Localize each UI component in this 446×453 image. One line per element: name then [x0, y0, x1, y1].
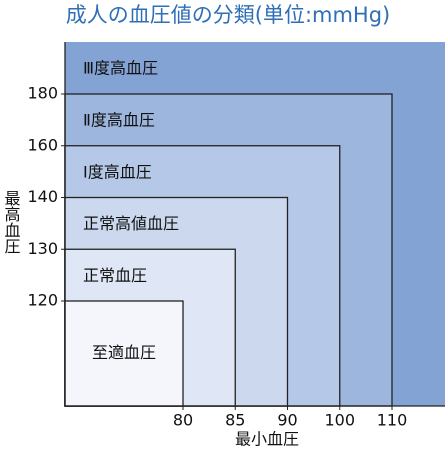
y-tick-label: 120 [27, 291, 58, 310]
region-label: Ⅲ度高血圧 [83, 59, 158, 78]
x-tick-label: 90 [277, 411, 297, 430]
region-label: Ⅰ度高血圧 [83, 162, 152, 181]
x-tick-label: 80 [173, 411, 193, 430]
y-tick-label: 130 [27, 239, 58, 258]
x-tick-label: 100 [324, 411, 355, 430]
region-label: 正常血圧 [83, 266, 147, 285]
x-axis-label: 最小血圧 [235, 430, 299, 449]
x-tick-label: 110 [377, 411, 408, 430]
region-label: 正常高値血圧 [83, 214, 179, 233]
y-axis-label: 最高血圧 [2, 190, 21, 254]
y-tick-label: 180 [27, 84, 58, 103]
y-tick-label: 160 [27, 135, 58, 154]
region-label: 至適血圧 [92, 343, 156, 362]
y-tick-label: 140 [27, 187, 58, 206]
chart-title: 成人の血圧値の分類(単位:mmHg) [66, 3, 391, 27]
x-tick-label: 85 [225, 411, 245, 430]
region-label: Ⅱ度高血圧 [83, 111, 155, 130]
